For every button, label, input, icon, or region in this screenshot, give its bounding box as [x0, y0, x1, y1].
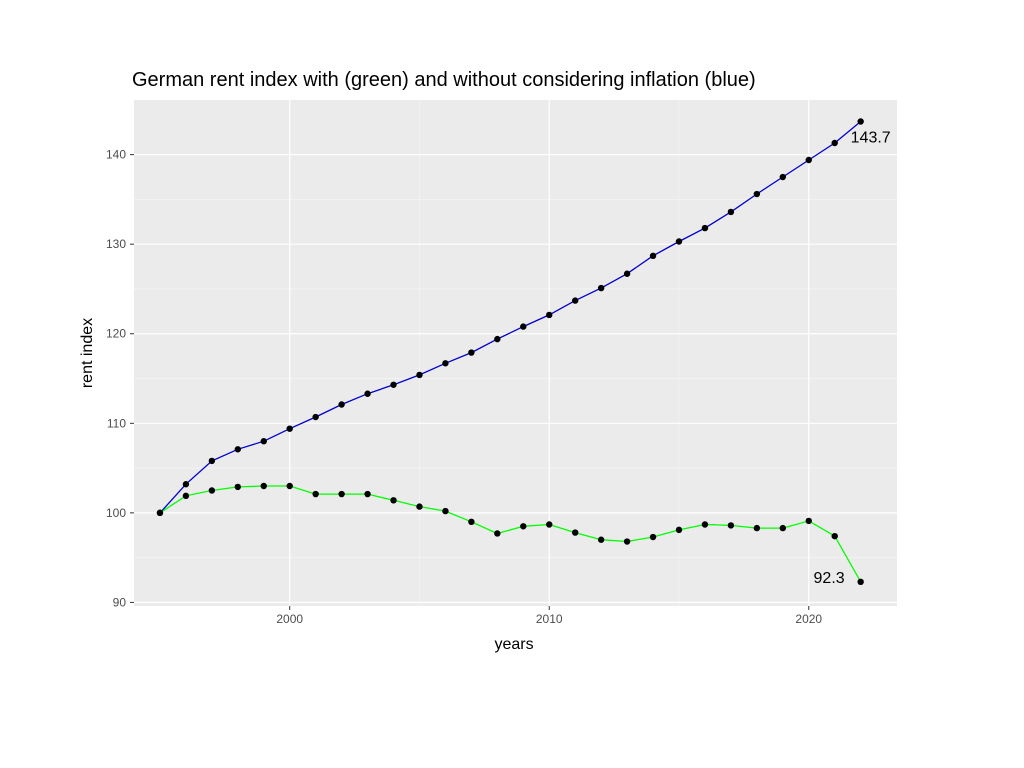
series-2-point	[338, 490, 345, 498]
series-2-point	[546, 521, 553, 528]
series-1-point	[727, 208, 735, 216]
series-1-point	[416, 371, 423, 379]
y-tick-label: 120	[106, 327, 126, 341]
y-tick-label: 90	[113, 595, 127, 609]
series-2-point	[831, 532, 838, 540]
series-1-point	[623, 270, 631, 277]
series-points	[156, 118, 864, 586]
y-axis-title: rent index	[79, 318, 96, 388]
plot-panel	[134, 100, 897, 606]
y-tick-label: 100	[106, 506, 126, 520]
axis-ticks: 2000 2010 2020 90 100 110 120 130 140	[106, 148, 822, 626]
series-2-point	[649, 533, 657, 541]
data-label-1: 143.7	[851, 129, 891, 146]
series-2-point	[494, 530, 501, 537]
series-1-point	[312, 413, 319, 421]
series-2-point	[390, 497, 397, 504]
series-1-point	[286, 425, 293, 432]
series-2-point	[805, 517, 812, 525]
series-1-point	[597, 284, 605, 292]
series-1-point	[857, 118, 864, 125]
series-2-point	[520, 523, 527, 530]
series-2-point	[571, 529, 579, 536]
x-axis-title: years	[494, 636, 533, 653]
series-2-point	[857, 578, 864, 586]
series-2-point	[286, 482, 293, 490]
x-tick-label: 2000	[276, 612, 303, 626]
x-tick-label: 2020	[795, 612, 822, 626]
series-1-point	[494, 335, 501, 343]
series-2-point	[597, 536, 605, 543]
series-2-point	[312, 490, 319, 498]
series-2-point	[156, 509, 164, 517]
series-line-1	[159, 120, 862, 514]
series-2-point	[468, 518, 475, 526]
series-1-point	[468, 349, 475, 356]
series-1-point	[546, 311, 553, 319]
series-1-point	[779, 173, 787, 181]
y-tick-label: 140	[106, 148, 126, 162]
series-2-point	[182, 492, 190, 500]
series-1-point	[260, 438, 267, 445]
y-tick-label: 130	[106, 237, 126, 251]
series-2-point	[234, 483, 242, 491]
chart-title: German rent index with (green) and witho…	[132, 69, 756, 91]
series-2-point	[260, 482, 267, 490]
series-1-point	[338, 401, 345, 408]
series-2-point	[416, 503, 423, 510]
data-label-2: 92.3	[814, 570, 845, 587]
series-1-point	[831, 139, 838, 147]
series-1-point	[234, 446, 242, 453]
series-2-point	[208, 487, 216, 494]
series-1-point	[805, 156, 812, 164]
series-1-point	[520, 323, 527, 330]
series-2-point	[623, 538, 631, 545]
series-1-point	[208, 457, 216, 465]
series-lines	[159, 120, 862, 583]
series-1-point	[701, 224, 709, 232]
series-1-point	[571, 297, 579, 304]
series-1-point	[442, 360, 449, 367]
y-tick-label: 110	[107, 416, 126, 430]
series-1-point	[649, 252, 657, 260]
gridlines	[134, 100, 897, 606]
series-2-point	[727, 522, 735, 529]
series-line-2	[159, 485, 862, 583]
series-1-point	[675, 238, 683, 245]
series-1-point	[753, 190, 761, 198]
x-tick-label: 2010	[536, 612, 563, 626]
series-2-point	[442, 507, 449, 515]
series-1-point	[182, 481, 190, 488]
series-2-point	[364, 490, 371, 498]
series-2-point	[675, 526, 683, 534]
series-2-point	[753, 524, 761, 532]
series-1-point	[390, 381, 397, 388]
series-2-point	[701, 521, 709, 528]
series-2-point	[779, 524, 787, 532]
data-labels: 143.7 92.3	[814, 129, 891, 586]
series-1-point	[364, 390, 371, 397]
